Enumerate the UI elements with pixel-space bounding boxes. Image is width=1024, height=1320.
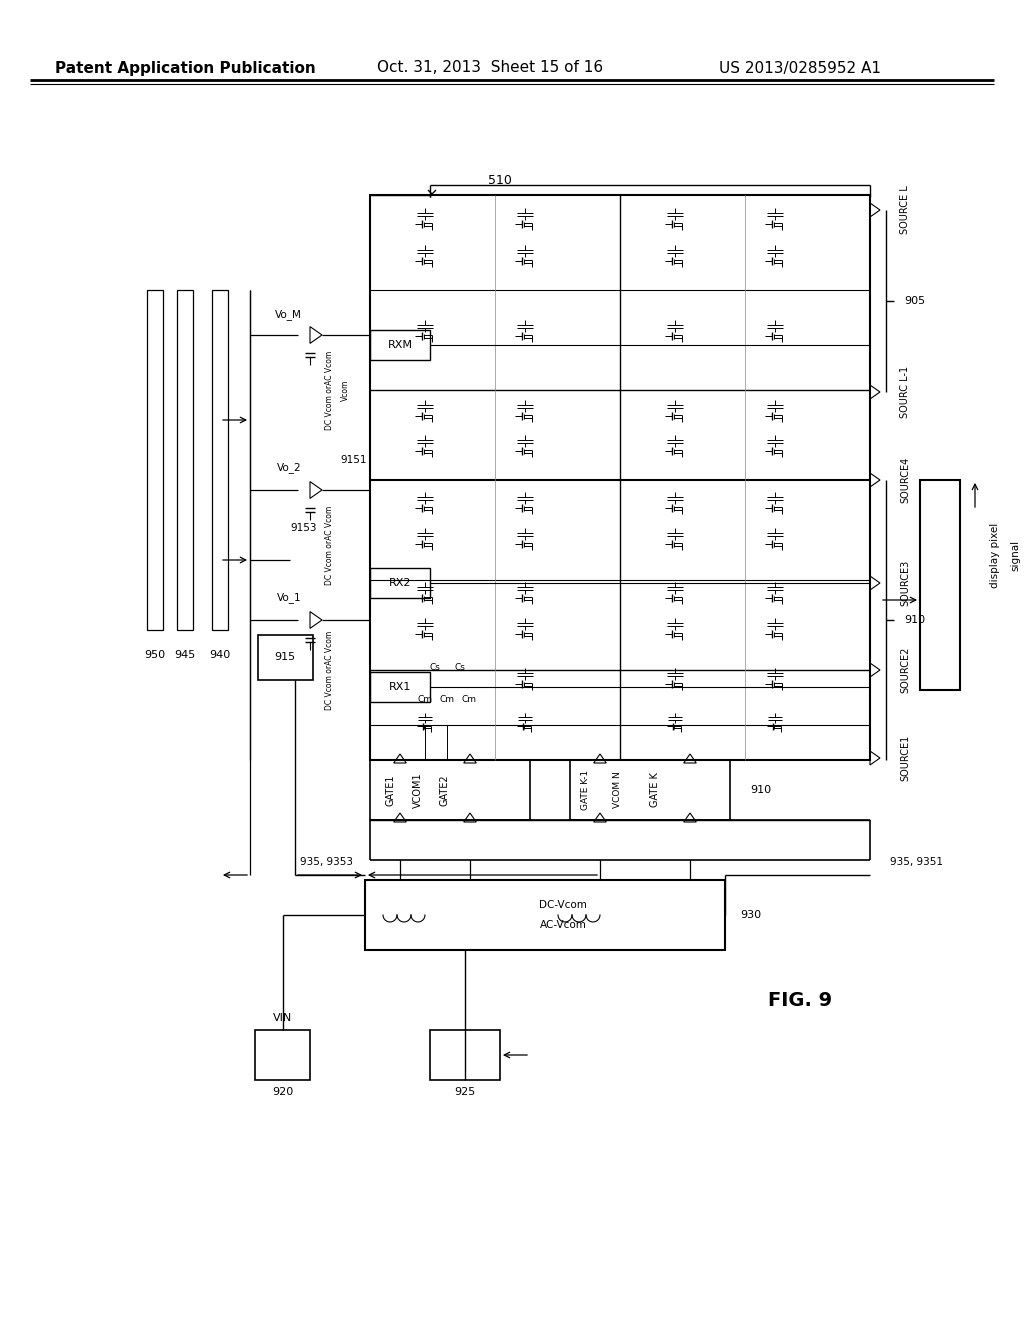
Text: 910: 910 [750,785,771,795]
Text: DC-Vcom: DC-Vcom [539,899,587,909]
Bar [370,330,430,360]
Text: GATE1: GATE1 [385,775,395,805]
Text: Cm: Cm [439,696,455,705]
Text: FIG. 9: FIG. 9 [768,990,833,1010]
Text: SOURC L-1: SOURC L-1 [900,366,910,418]
Text: SOURCE L: SOURCE L [900,186,910,235]
Text: 905: 905 [904,296,925,306]
Text: VIN: VIN [272,1012,292,1023]
Text: 930: 930 [740,909,761,920]
Text: RXM: RXM [387,341,413,350]
Text: RX2: RX2 [389,578,412,587]
Bar [370,195,870,760]
Text: VCOM1: VCOM1 [413,772,423,808]
Bar [370,568,430,598]
Text: Cm: Cm [418,696,432,705]
Text: 935, 9351: 935, 9351 [890,857,943,867]
Text: Vo_1: Vo_1 [278,593,302,603]
Text: DC Vcom orAC Vcom: DC Vcom orAC Vcom [326,350,335,429]
Text: Vo_M: Vo_M [275,310,302,321]
Text: Patent Application Publication: Patent Application Publication [54,61,315,75]
Text: 940: 940 [209,649,230,660]
Text: 9151: 9151 [340,455,367,465]
Text: 9153: 9153 [290,523,316,533]
Bar [365,880,725,950]
Bar [258,635,313,680]
Text: Vcom: Vcom [341,379,349,401]
Text: display pixel: display pixel [990,523,1000,587]
Text: SOURCE3: SOURCE3 [900,560,910,606]
Bar [147,290,163,630]
Text: GATE K: GATE K [650,772,660,808]
Text: Cs: Cs [429,664,440,672]
Text: 945: 945 [174,649,196,660]
Text: Vo_2: Vo_2 [278,462,302,474]
Text: 935, 9353: 935, 9353 [300,857,353,867]
Text: Oct. 31, 2013  Sheet 15 of 16: Oct. 31, 2013 Sheet 15 of 16 [377,61,603,75]
Text: US 2013/0285952 A1: US 2013/0285952 A1 [719,61,881,75]
Text: 510: 510 [488,173,512,186]
Text: SOURCE4: SOURCE4 [900,457,910,503]
Text: 910: 910 [904,615,925,624]
Bar [255,1030,310,1080]
Text: SOURCE2: SOURCE2 [900,647,910,693]
Text: Cs: Cs [455,664,466,672]
Text: RX1: RX1 [389,682,412,692]
Text: 920: 920 [272,1086,293,1097]
Bar [370,672,430,702]
Text: signal: signal [1010,540,1020,570]
Bar [177,290,193,630]
Text: SOURCE1: SOURCE1 [900,735,910,781]
Text: Cm: Cm [462,696,476,705]
Text: AC-Vcom: AC-Vcom [540,920,587,931]
Bar [370,760,530,820]
Bar [430,1030,500,1080]
Text: 915: 915 [274,652,296,663]
Bar [920,480,961,690]
Bar [570,760,730,820]
Text: DC Vcom orAC Vcom: DC Vcom orAC Vcom [326,631,335,710]
Text: 950: 950 [144,649,166,660]
Bar [212,290,228,630]
Text: DC Vcom orAC Vcom: DC Vcom orAC Vcom [326,506,335,585]
Text: VCOM N: VCOM N [613,772,623,808]
Text: 925: 925 [455,1086,475,1097]
Text: GATE K-1: GATE K-1 [581,770,590,810]
Text: GATE2: GATE2 [440,775,450,805]
